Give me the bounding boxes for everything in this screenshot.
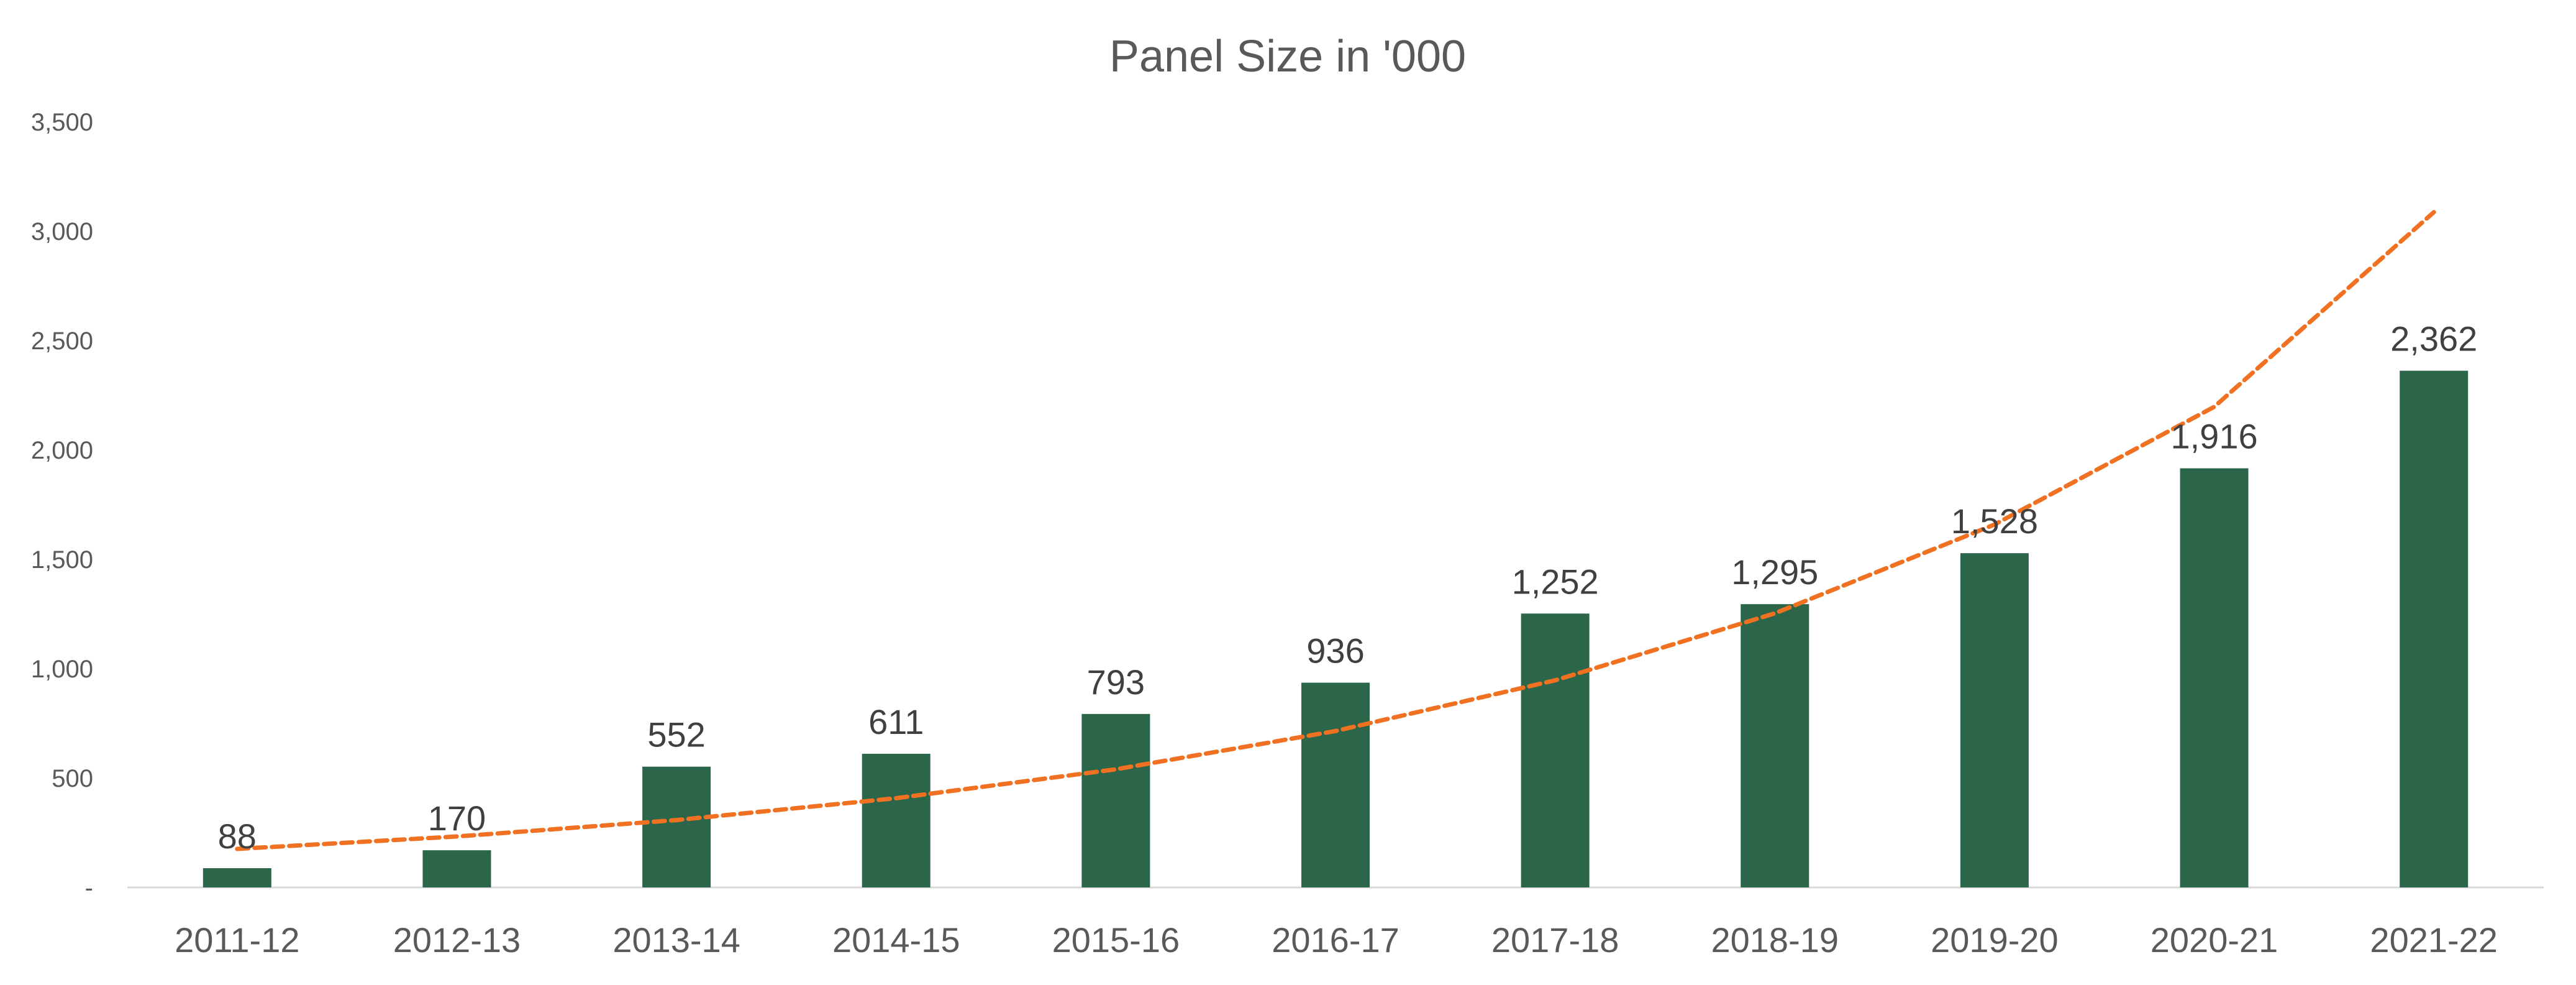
x-tick-label: 2015-16: [1052, 920, 1180, 960]
x-tick-label: 2018-19: [1711, 920, 1839, 960]
data-labels: 88 170 552 611 793 936 1,252 1,295 1,528 1,916 2,3…: [218, 319, 2478, 856]
x-tick-label: 2012-13: [393, 920, 521, 960]
data-label: 2,362: [2390, 319, 2477, 359]
y-tick-label: 2,000: [31, 437, 93, 464]
data-label: 936: [1306, 631, 1364, 671]
bar-2015-16: [1081, 713, 1150, 887]
bar-series: [203, 370, 2469, 887]
y-tick-label: 3,500: [31, 109, 93, 136]
y-axis: - 500 1,000 1,500 2,000 2,500 3,000 3,500: [31, 109, 93, 902]
x-tick-label: 2021-22: [2370, 920, 2498, 960]
y-tick-label: 1,500: [31, 546, 93, 574]
y-tick-label: 3,000: [31, 218, 93, 245]
y-tick-label: 1,000: [31, 656, 93, 683]
data-label: 88: [218, 817, 257, 856]
x-tick-label: 2016-17: [1272, 920, 1400, 960]
bar-2016-17: [1301, 682, 1370, 887]
data-label: 611: [868, 702, 924, 741]
data-label: 793: [1087, 662, 1145, 702]
data-label: 552: [647, 715, 705, 754]
bar-2017-18: [1521, 613, 1590, 887]
y-tick-label: 2,500: [31, 328, 93, 355]
bar-2014-15: [862, 753, 931, 887]
x-tick-label: 2017-18: [1491, 920, 1619, 960]
bar-2020-21: [2180, 468, 2249, 887]
data-label: 1,528: [1951, 502, 2038, 541]
bar-2018-19: [1741, 604, 1809, 887]
x-tick-label: 2020-21: [2150, 920, 2278, 960]
x-tick-label: 2014-15: [832, 920, 960, 960]
chart-title: Panel Size in '000: [1109, 32, 1466, 81]
data-label: 1,916: [2170, 417, 2257, 456]
x-axis: 2011-12 2012-13 2013-14 2014-15 2015-16 2016-…: [175, 920, 2498, 960]
bar-2019-20: [1960, 553, 2029, 887]
bar-2012-13: [422, 850, 491, 887]
trendline: [235, 209, 2436, 851]
bar-2013-14: [642, 766, 711, 887]
data-label: 1,252: [1512, 562, 1599, 601]
x-tick-label: 2019-20: [1931, 920, 2059, 960]
data-label: 1,295: [1731, 552, 1818, 592]
data-label: 170: [428, 799, 486, 838]
x-tick-label: 2013-14: [612, 920, 740, 960]
bar-2021-22: [2400, 370, 2469, 887]
x-tick-label: 2011-12: [175, 920, 299, 960]
bar-2011-12: [203, 868, 271, 887]
y-tick-label: 500: [52, 765, 93, 792]
y-tick-label: -: [85, 874, 93, 902]
